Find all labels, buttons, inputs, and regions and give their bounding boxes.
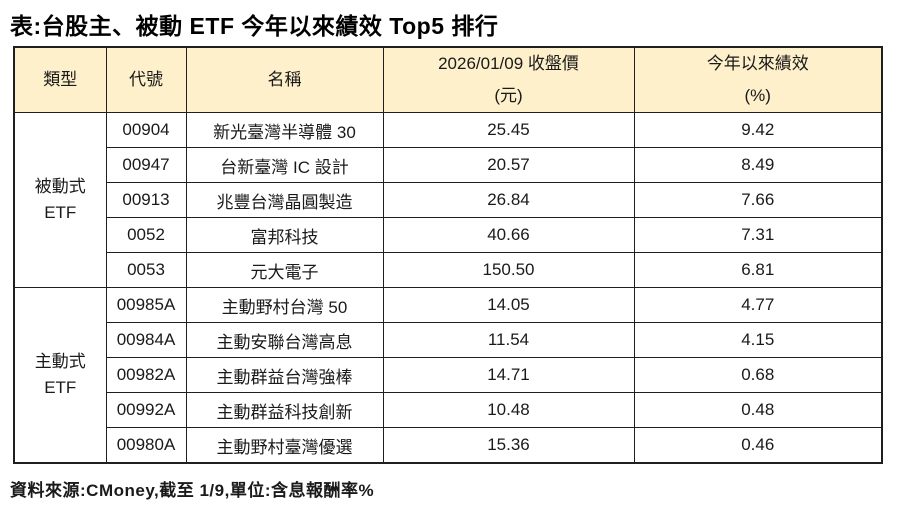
code-cell: 0053 <box>105 252 187 288</box>
perf-cell: 9.42 <box>633 112 883 148</box>
close-cell: 40.66 <box>382 217 635 253</box>
name-cell: 新光臺灣半導體 30 <box>185 112 384 148</box>
close-cell: 14.05 <box>382 287 635 323</box>
table-header: 類型 代號 名稱 2026/01/09 收盤價 (元) 今年以來績效 (%) <box>13 46 883 113</box>
code-cell: 00904 <box>105 112 187 148</box>
table-row: 0052 富邦科技 40.66 7.31 <box>14 217 883 253</box>
header-code-label: 代號 <box>129 70 163 89</box>
table-row: 0053 元大電子 150.50 6.81 <box>14 252 883 288</box>
code-cell: 00984A <box>105 322 187 358</box>
code-cell: 0052 <box>105 217 187 253</box>
name-cell: 富邦科技 <box>185 217 384 253</box>
name-cell: 台新臺灣 IC 設計 <box>185 147 384 183</box>
perf-cell: 0.48 <box>633 392 883 428</box>
header-close-line2: (元) <box>494 86 523 105</box>
close-cell: 20.57 <box>382 147 635 183</box>
perf-cell: 8.49 <box>633 147 883 183</box>
header-type: 類型 <box>13 46 107 113</box>
code-cell: 00947 <box>105 147 187 183</box>
header-name-label: 名稱 <box>267 70 302 89</box>
header-type-label: 類型 <box>43 70 78 89</box>
etf-type-cell-passive: 被動式 ETF <box>13 112 107 288</box>
perf-cell: 4.77 <box>633 287 883 323</box>
table-row: 00982A 主動群益台灣強棒 14.71 0.68 <box>14 357 883 393</box>
table-body: 被動式 ETF 00904 新光臺灣半導體 30 25.45 9.42 0094… <box>13 112 883 464</box>
close-cell: 150.50 <box>382 252 635 288</box>
close-cell: 10.48 <box>382 392 635 428</box>
perf-cell: 7.66 <box>633 182 883 218</box>
perf-cell: 7.31 <box>633 217 883 253</box>
name-cell: 主動群益科技創新 <box>185 392 384 428</box>
table-row: 00984A 主動安聯台灣高息 11.54 4.15 <box>14 322 883 358</box>
page-title: 表:台股主、被動 ETF 今年以來績效 Top5 排行 <box>10 13 499 39</box>
name-cell: 主動群益台灣強棒 <box>185 357 384 393</box>
table-row: 00913 兆豐台灣晶圓製造 26.84 7.66 <box>14 182 883 218</box>
header-row: 類型 代號 名稱 2026/01/09 收盤價 (元) 今年以來績效 (%) <box>13 46 883 113</box>
header-ytd-perf: 今年以來績效 (%) <box>633 46 883 113</box>
code-cell: 00992A <box>105 392 187 428</box>
code-cell: 00985A <box>105 287 187 323</box>
perf-cell: 6.81 <box>633 252 883 288</box>
table-row: 00992A 主動群益科技創新 10.48 0.48 <box>14 392 883 428</box>
code-cell: 00982A <box>105 357 187 393</box>
etf-type-line1: 主動式 <box>34 352 86 371</box>
header-name: 名稱 <box>185 46 384 113</box>
name-cell: 元大電子 <box>185 252 384 288</box>
close-cell: 14.71 <box>382 357 635 393</box>
source-note: 資料來源:CMoney,截至 1/9,單位:含息報酬率% <box>10 481 375 500</box>
name-cell: 主動安聯台灣高息 <box>185 322 384 358</box>
etf-performance-table: 類型 代號 名稱 2026/01/09 收盤價 (元) 今年以來績效 (%) 被… <box>13 46 883 464</box>
perf-cell: 0.46 <box>633 427 883 464</box>
close-cell: 26.84 <box>382 182 635 218</box>
etf-type-cell-active: 主動式 ETF <box>13 287 107 464</box>
perf-cell: 0.68 <box>633 357 883 393</box>
code-cell: 00980A <box>105 427 187 464</box>
table-row: 00947 台新臺灣 IC 設計 20.57 8.49 <box>14 147 883 183</box>
etf-type-line1: 被動式 <box>34 177 86 196</box>
table-row: 主動式 ETF 00985A 主動野村台灣 50 14.05 4.77 <box>13 287 883 464</box>
code-cell: 00913 <box>105 182 187 218</box>
name-cell: 兆豐台灣晶圓製造 <box>185 182 384 218</box>
header-close-price: 2026/01/09 收盤價 (元) <box>382 46 635 113</box>
etf-type-line2: ETF <box>44 378 77 397</box>
close-cell: 25.45 <box>382 112 635 148</box>
name-cell: 主動野村臺灣優選 <box>185 427 384 464</box>
header-close-line1: 2026/01/09 收盤價 <box>438 54 579 73</box>
perf-cell: 4.15 <box>633 322 883 358</box>
table-row: 被動式 ETF 00904 新光臺灣半導體 30 25.45 9.42 <box>13 112 883 288</box>
close-cell: 15.36 <box>382 427 635 464</box>
header-perf-line2: (%) <box>744 86 771 105</box>
table-row: 00980A 主動野村臺灣優選 15.36 0.46 <box>14 427 883 464</box>
name-cell: 主動野村台灣 50 <box>185 287 384 323</box>
etf-type-line2: ETF <box>44 203 77 222</box>
header-code: 代號 <box>105 46 187 113</box>
header-perf-line1: 今年以來績效 <box>706 54 809 73</box>
close-cell: 11.54 <box>382 322 635 358</box>
